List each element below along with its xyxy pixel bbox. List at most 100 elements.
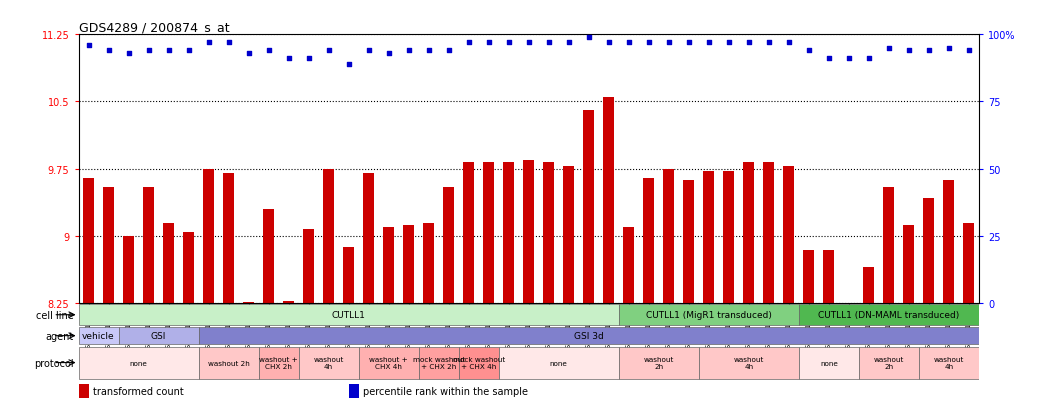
Point [940, 45, 957, 52]
Point [320, 48, 337, 55]
Bar [103, 187, 114, 304]
Point [960, 48, 977, 55]
Bar [143, 187, 154, 304]
Point [520, 40, 537, 47]
Bar [823, 250, 834, 304]
Bar [423, 223, 435, 304]
Point [740, 40, 757, 47]
Point [281, 56, 297, 63]
Bar [943, 181, 955, 304]
FancyBboxPatch shape [259, 347, 298, 379]
Point [441, 48, 458, 55]
Point [681, 40, 697, 47]
Bar [343, 247, 354, 304]
Point [600, 40, 617, 47]
Bar [783, 167, 795, 304]
Text: none: none [130, 360, 148, 366]
Bar [664, 169, 674, 304]
Text: CUTLL1 (MigR1 transduced): CUTLL1 (MigR1 transduced) [646, 311, 772, 319]
Bar [349, 385, 359, 398]
Bar [763, 162, 775, 304]
Bar [203, 169, 214, 304]
FancyBboxPatch shape [298, 347, 359, 379]
Point [920, 48, 937, 55]
FancyBboxPatch shape [619, 304, 799, 325]
Text: vehicle: vehicle [83, 331, 115, 340]
Point [481, 40, 497, 47]
Point [81, 43, 97, 49]
Bar [684, 181, 694, 304]
Bar [183, 232, 194, 304]
Point [780, 40, 797, 47]
Text: agent: agent [46, 331, 74, 341]
FancyBboxPatch shape [199, 347, 259, 379]
Point [540, 40, 557, 47]
Bar [163, 223, 174, 304]
Text: cell line: cell line [37, 310, 74, 320]
FancyBboxPatch shape [498, 347, 619, 379]
Bar [704, 171, 714, 304]
Bar [79, 385, 89, 398]
Bar [803, 250, 815, 304]
Point [700, 40, 717, 47]
Text: none: none [550, 360, 567, 366]
Bar [263, 210, 274, 304]
FancyBboxPatch shape [199, 327, 979, 344]
Text: washout 2h: washout 2h [207, 360, 249, 366]
Bar [363, 174, 374, 304]
Point [400, 48, 417, 55]
Bar [403, 226, 415, 304]
Bar [524, 160, 534, 304]
Bar [504, 163, 514, 304]
Bar [723, 172, 734, 304]
Point [240, 51, 257, 57]
Point [140, 48, 157, 55]
FancyBboxPatch shape [799, 347, 859, 379]
Text: washout
2h: washout 2h [873, 356, 905, 369]
Text: GDS4289 / 200874_s_at: GDS4289 / 200874_s_at [79, 21, 229, 34]
Point [801, 48, 818, 55]
Bar [603, 98, 615, 304]
Bar [623, 228, 634, 304]
Point [180, 48, 197, 55]
Text: CUTLL1 (DN-MAML transduced): CUTLL1 (DN-MAML transduced) [819, 311, 959, 319]
Text: transformed count: transformed count [93, 386, 183, 396]
Text: washout
4h: washout 4h [734, 356, 764, 369]
Text: GSI 3d: GSI 3d [574, 331, 604, 340]
FancyBboxPatch shape [859, 347, 919, 379]
Text: GSI: GSI [151, 331, 166, 340]
Bar [563, 167, 574, 304]
Bar [963, 223, 975, 304]
Text: protocol: protocol [35, 358, 74, 368]
Bar [543, 163, 554, 304]
Text: none: none [820, 360, 838, 366]
Point [661, 40, 677, 47]
Point [560, 40, 577, 47]
Bar [884, 187, 894, 304]
Point [881, 45, 897, 52]
FancyBboxPatch shape [79, 327, 118, 344]
Point [500, 40, 517, 47]
FancyBboxPatch shape [619, 347, 698, 379]
FancyBboxPatch shape [919, 347, 979, 379]
Bar [904, 226, 914, 304]
Point [300, 56, 317, 63]
Text: washout
4h: washout 4h [313, 356, 343, 369]
Point [760, 40, 777, 47]
Point [821, 56, 838, 63]
FancyBboxPatch shape [799, 304, 979, 325]
FancyBboxPatch shape [79, 304, 619, 325]
Bar [223, 174, 235, 304]
FancyBboxPatch shape [419, 347, 459, 379]
FancyBboxPatch shape [118, 327, 199, 344]
FancyBboxPatch shape [79, 347, 199, 379]
Point [420, 48, 437, 55]
Bar [923, 199, 934, 304]
Text: washout +
CHX 4h: washout + CHX 4h [370, 356, 408, 369]
Bar [243, 302, 254, 304]
Text: washout
2h: washout 2h [644, 356, 674, 369]
Point [621, 40, 638, 47]
Point [580, 35, 597, 41]
Point [861, 56, 877, 63]
FancyBboxPatch shape [698, 347, 799, 379]
